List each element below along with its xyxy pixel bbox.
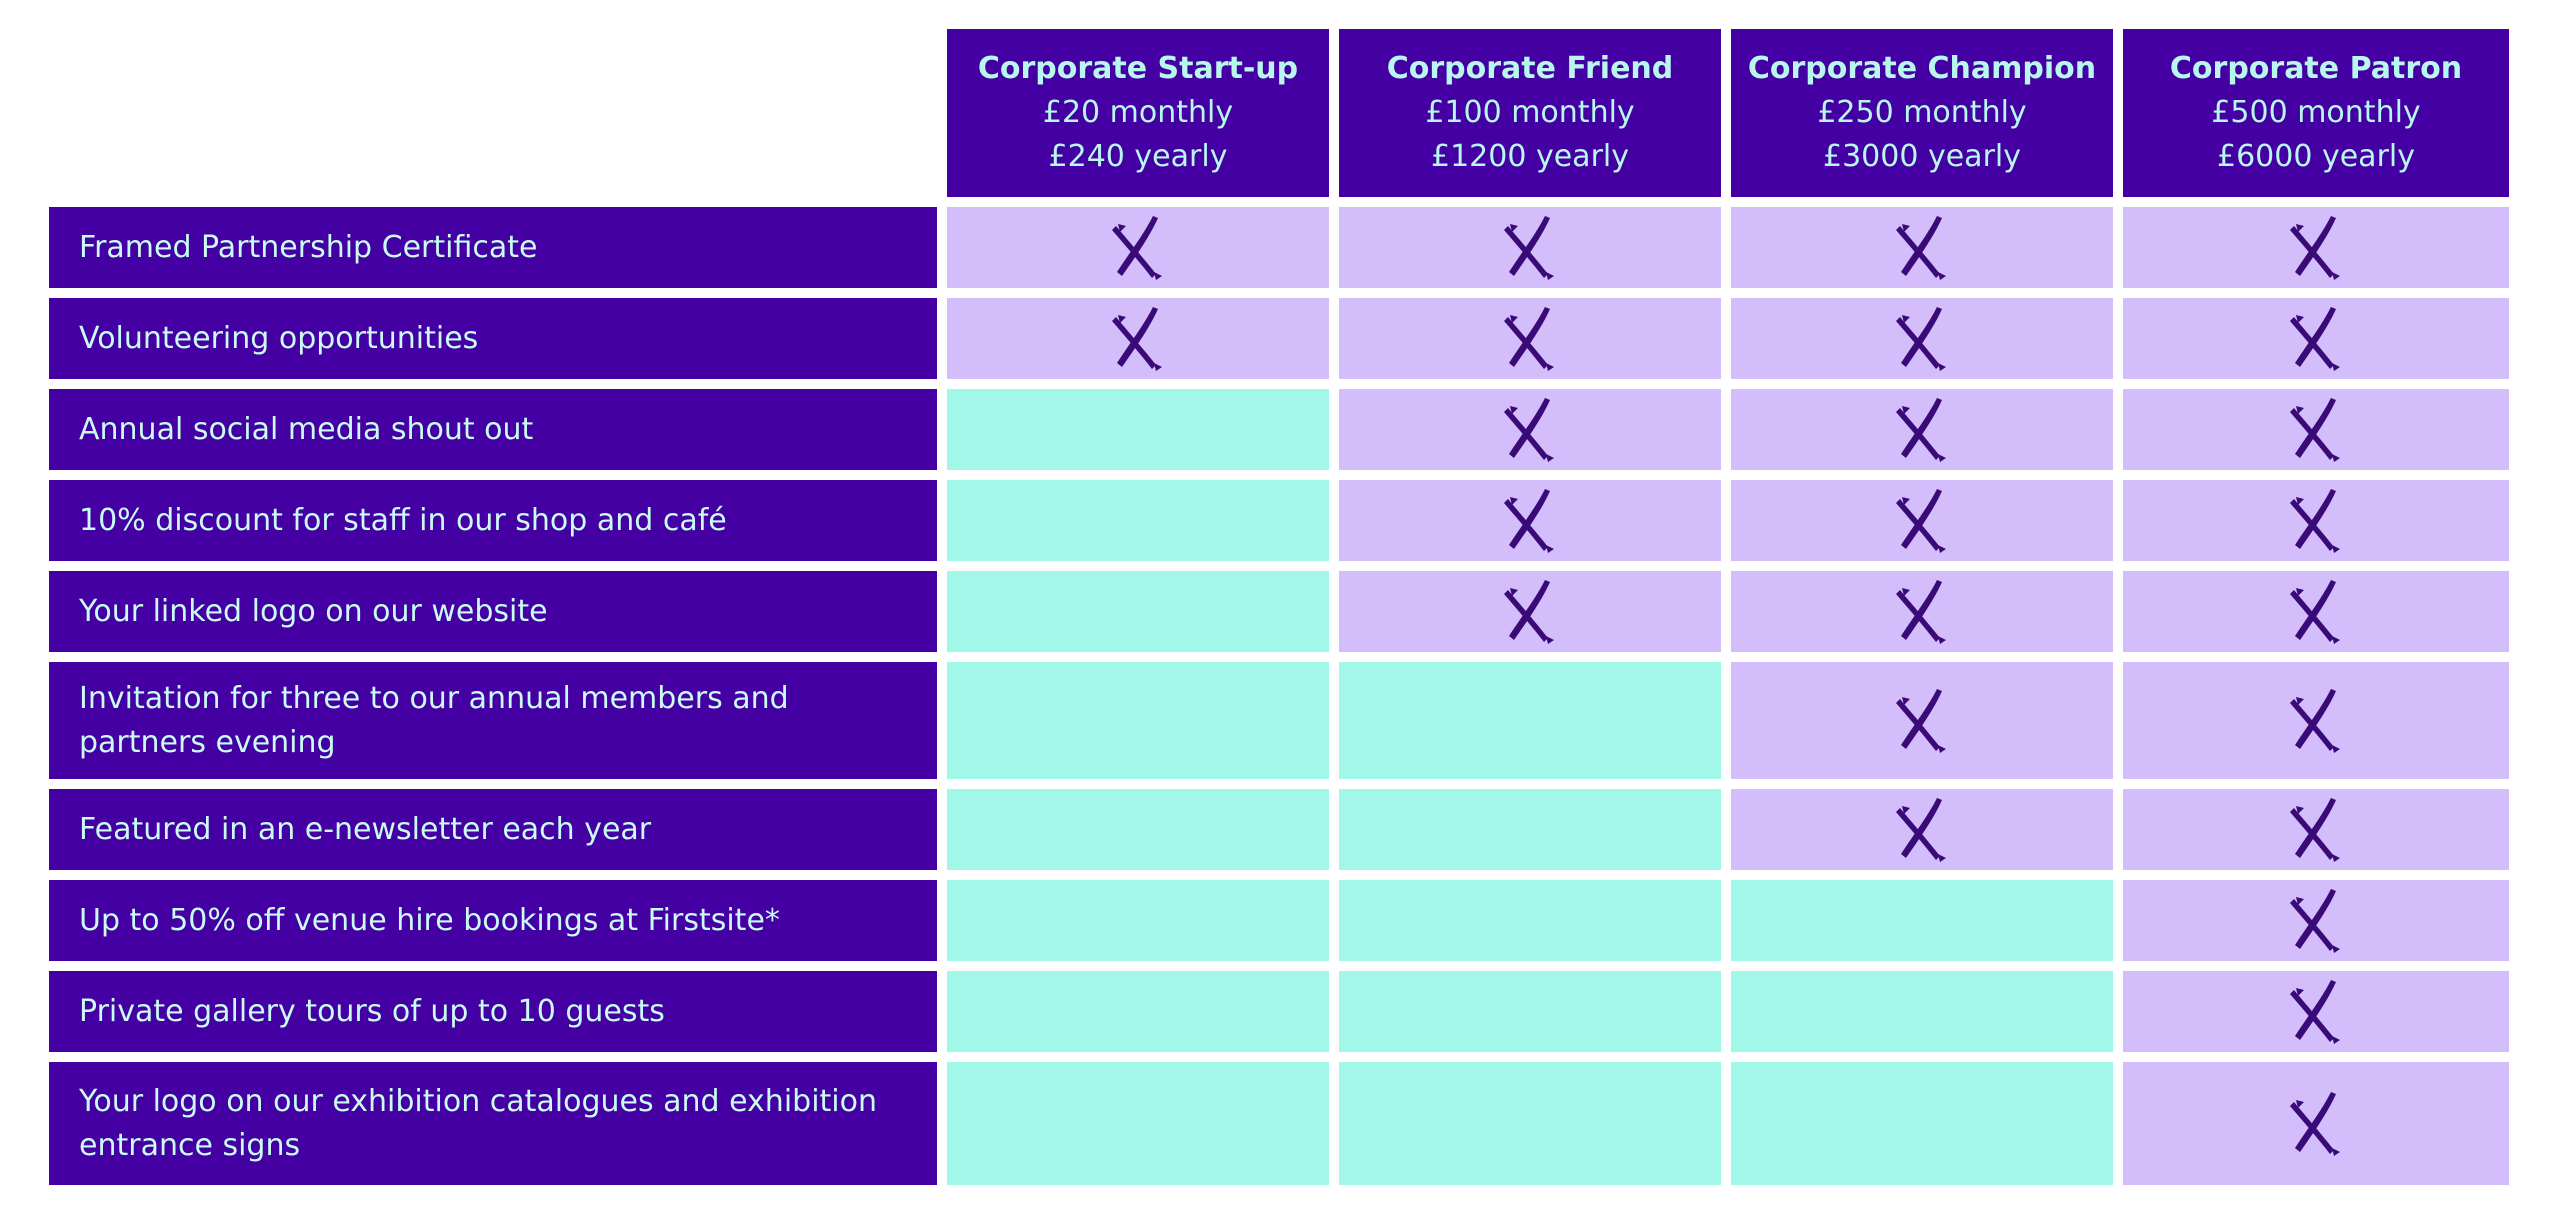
feature-label: Annual social media shout out — [49, 389, 937, 470]
included-cell — [2123, 971, 2509, 1052]
not-included-cell — [947, 662, 1329, 779]
tier-name: Corporate Start-up — [977, 51, 1299, 86]
not-included-cell — [1339, 971, 1721, 1052]
feature-label: Invitation for three to our annual membe… — [49, 662, 937, 779]
cross-mark-icon — [1112, 215, 1162, 280]
included-cell — [1731, 789, 2113, 870]
not-included-cell — [947, 971, 1329, 1052]
cross-mark-icon — [1504, 579, 1554, 644]
included-cell — [1731, 571, 2113, 652]
included-cell — [2123, 207, 2509, 288]
not-included-cell — [1339, 789, 1721, 870]
not-included-cell — [1731, 880, 2113, 961]
feature-label: Featured in an e-newsletter each year — [49, 789, 937, 870]
cross-mark-icon — [1896, 397, 1946, 462]
cross-mark-icon — [2290, 1091, 2340, 1156]
cross-mark-icon — [1896, 488, 1946, 553]
cross-mark-icon — [2290, 488, 2340, 553]
included-cell — [1731, 298, 2113, 379]
cross-mark-icon — [2290, 215, 2340, 280]
included-cell — [2123, 298, 2509, 379]
not-included-cell — [1339, 1062, 1721, 1185]
included-cell — [2123, 880, 2509, 961]
cross-mark-icon — [2290, 888, 2340, 953]
cross-mark-icon — [2290, 579, 2340, 644]
feature-label: 10% discount for staff in our shop and c… — [49, 480, 937, 561]
cross-mark-icon — [1504, 215, 1554, 280]
tier-header: Corporate Champion £250 monthly £3000 year… — [1731, 29, 2113, 197]
feature-label: Your linked logo on our website — [49, 571, 937, 652]
not-included-cell — [1731, 971, 2113, 1052]
included-cell — [1731, 389, 2113, 470]
cross-mark-icon — [2290, 306, 2340, 371]
tier-name: Corporate Champion — [1747, 51, 2097, 86]
cross-mark-icon — [1896, 215, 1946, 280]
tier-monthly-price: £20 monthly — [1042, 95, 1234, 130]
tier-monthly-price: £250 monthly — [1817, 95, 2027, 130]
feature-label: Private gallery tours of up to 10 guests — [49, 971, 937, 1052]
not-included-cell — [947, 480, 1329, 561]
included-cell — [1731, 480, 2113, 561]
cross-mark-icon — [1112, 306, 1162, 371]
cross-mark-icon — [1504, 397, 1554, 462]
not-included-cell — [1339, 880, 1721, 961]
included-cell — [2123, 662, 2509, 779]
included-cell — [1339, 207, 1721, 288]
included-cell — [1731, 662, 2113, 779]
cross-mark-icon — [1896, 797, 1946, 862]
tier-yearly-price: £6000 yearly — [2217, 139, 2415, 174]
table-corner — [49, 29, 937, 197]
tier-name: Corporate Friend — [1386, 51, 1674, 86]
included-cell — [947, 207, 1329, 288]
included-cell — [947, 298, 1329, 379]
included-cell — [1339, 298, 1721, 379]
cross-mark-icon — [1896, 579, 1946, 644]
tier-name: Corporate Patron — [2169, 51, 2463, 86]
feature-label: Your logo on our exhibition catalogues a… — [49, 1062, 937, 1185]
included-cell — [2123, 571, 2509, 652]
included-cell — [2123, 389, 2509, 470]
cross-mark-icon — [1504, 488, 1554, 553]
cross-mark-icon — [2290, 688, 2340, 753]
tier-header: Corporate Patron £500 monthly £6000 yearly — [2123, 29, 2509, 197]
tier-yearly-price: £1200 yearly — [1431, 139, 1629, 174]
tier-yearly-price: £240 yearly — [1048, 139, 1228, 174]
included-cell — [1339, 571, 1721, 652]
cross-mark-icon — [2290, 397, 2340, 462]
cross-mark-icon — [1896, 688, 1946, 753]
included-cell — [1731, 207, 2113, 288]
not-included-cell — [947, 389, 1329, 470]
feature-label: Volunteering opportunities — [49, 298, 937, 379]
not-included-cell — [1339, 662, 1721, 779]
tier-header: Corporate Start-up £20 monthly £240 yearly — [947, 29, 1329, 197]
cross-mark-icon — [2290, 979, 2340, 1044]
tier-header: Corporate Friend £100 monthly £1200 yearly — [1339, 29, 1721, 197]
not-included-cell — [947, 1062, 1329, 1185]
tier-yearly-price: £3000 yearly — [1823, 139, 2021, 174]
included-cell — [1339, 480, 1721, 561]
tier-monthly-price: £100 monthly — [1425, 95, 1635, 130]
not-included-cell — [947, 789, 1329, 870]
not-included-cell — [947, 571, 1329, 652]
included-cell — [2123, 480, 2509, 561]
included-cell — [1339, 389, 1721, 470]
feature-label: Framed Partnership Certificate — [49, 207, 937, 288]
not-included-cell — [1731, 1062, 2113, 1185]
not-included-cell — [947, 880, 1329, 961]
cross-mark-icon — [1896, 306, 1946, 371]
included-cell — [2123, 789, 2509, 870]
feature-label: Up to 50% off venue hire bookings at Fir… — [49, 880, 937, 961]
membership-comparison-table: Corporate Start-up £20 monthly £240 yearly… — [49, 29, 2509, 1185]
included-cell — [2123, 1062, 2509, 1185]
tier-monthly-price: £500 monthly — [2211, 95, 2421, 130]
cross-mark-icon — [2290, 797, 2340, 862]
cross-mark-icon — [1504, 306, 1554, 371]
